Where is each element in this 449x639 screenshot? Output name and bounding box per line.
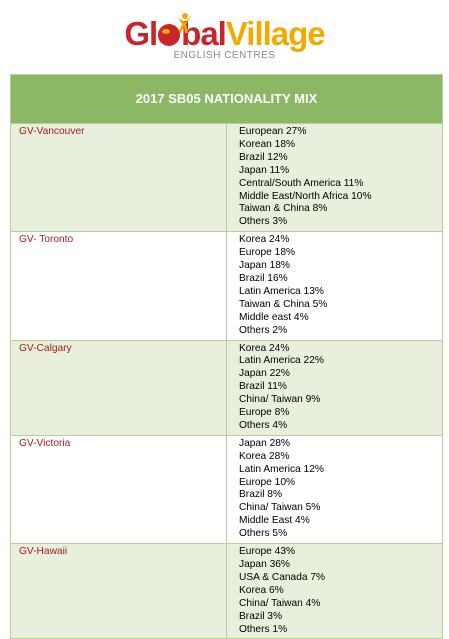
brand-global-start: Gl xyxy=(124,15,158,52)
table-row: GV-Calgary Korea 24% Latin America 22% Japa… xyxy=(10,339,443,436)
nationality-list: European 27% Korean 18% Brazil 12% Japan 11… xyxy=(226,122,443,233)
nationality-item: Central/South America 11% xyxy=(239,177,364,189)
location-cell: GV-Calgary xyxy=(10,339,227,436)
table-title: 2017 SB05 NATIONALITY MIX xyxy=(10,74,443,124)
nationality-item: Taiwan & China 5% xyxy=(239,298,328,310)
table-row: GV-Victoria Japan 28% Korea 28% Latin Ameri… xyxy=(10,434,443,545)
nationality-item: Middle east 4% xyxy=(239,311,309,323)
nationality-item: Korea 28% xyxy=(239,450,290,462)
brand-subtitle: ENGLISH CENTRES xyxy=(173,50,276,61)
table-body: GV-Vancouver European 27% Korean 18% Brazil… xyxy=(10,122,443,639)
nationality-item: Others 1% xyxy=(239,623,288,635)
nationality-item: Latin America 12% xyxy=(239,463,324,475)
nationality-item: Korea 6% xyxy=(239,584,284,596)
nationality-item: Brazil 16% xyxy=(239,272,288,284)
nationality-list: Korea 24% Latin America 22% Japan 22% Brazi… xyxy=(226,339,443,436)
nationality-item: Latin America 13% xyxy=(239,285,324,297)
globe-icon xyxy=(158,24,181,46)
nationality-item: Europe 43% xyxy=(239,546,296,558)
nationality-item: Japan 22% xyxy=(239,368,290,380)
table-row: GV-Hawaii Europe 43% Japan 36% USA & Canada… xyxy=(10,543,443,639)
nationality-item: Japan 28% xyxy=(239,437,290,449)
nationality-item: Europe 8% xyxy=(239,407,290,419)
nationality-item: Others 2% xyxy=(239,324,288,336)
nationality-item: Korea 24% xyxy=(239,234,290,246)
location-cell: GV-Victoria xyxy=(10,434,227,545)
nationality-item: China/ Taiwan 5% xyxy=(239,502,321,514)
nationality-item: China/ Taiwan 4% xyxy=(239,597,321,609)
nationality-mix-table: 2017 SB05 NATIONALITY MIX GV-Vancouver Eu… xyxy=(10,74,443,639)
nationality-item: Japan 36% xyxy=(239,559,290,570)
nationality-item: USA & Canada 7% xyxy=(239,571,326,583)
brand-global-end: bal xyxy=(181,15,227,52)
table-row: GV- Toronto Korea 24% Europe 18% Japan 18% B… xyxy=(10,231,443,341)
location-cell: GV-Vancouver xyxy=(10,122,227,233)
nationality-item: Japan 18% xyxy=(239,260,290,272)
nationality-item: Japan 11% xyxy=(239,164,290,176)
brand-wordmark: Gl balVillage xyxy=(0,14,449,54)
nationality-item: Korea 24% xyxy=(239,342,290,354)
nationality-item: Others 5% xyxy=(239,528,288,540)
nationality-item: Others 4% xyxy=(239,419,288,431)
nationality-item: Brazil 12% xyxy=(239,151,288,163)
nationality-item: European 27% xyxy=(239,126,307,137)
table-row: GV-Vancouver European 27% Korean 18% Brazil… xyxy=(10,122,443,233)
brand-village: Village xyxy=(225,15,326,52)
nationality-list: Europe 43% Japan 36% USA & Canada 7% Korea … xyxy=(226,543,443,639)
nationality-item: Latin America 22% xyxy=(239,355,324,367)
nationality-list: Japan 28% Korea 28% Latin America 12% Europ… xyxy=(226,434,443,545)
nationality-item: Brazil 8% xyxy=(239,489,283,501)
location-cell: GV- Toronto xyxy=(10,231,227,341)
nationality-item: Europe 10% xyxy=(239,476,296,488)
nationality-item: Middle East/North Africa 10% xyxy=(239,190,372,202)
nationality-item: Europe 18% xyxy=(239,247,296,259)
nationality-item: Brazil 3% xyxy=(239,610,283,622)
nationality-item: Others 3% xyxy=(239,216,288,228)
nationality-item: Korean 18% xyxy=(239,138,296,150)
nationality-item: Taiwan & China 8% xyxy=(239,203,328,215)
figure-icon xyxy=(178,13,192,33)
location-cell: GV-Hawaii xyxy=(10,543,227,639)
brand-logo: Gl balVillage ENGLISH CENTRES xyxy=(0,13,449,76)
nationality-item: Middle East 4% xyxy=(239,515,310,527)
nationality-item: Brazil 11% xyxy=(239,381,287,393)
nationality-list: Korea 24% Europe 18% Japan 18% Brazil 16% La… xyxy=(226,231,443,341)
nationality-item: China/ Taiwan 9% xyxy=(239,394,321,406)
